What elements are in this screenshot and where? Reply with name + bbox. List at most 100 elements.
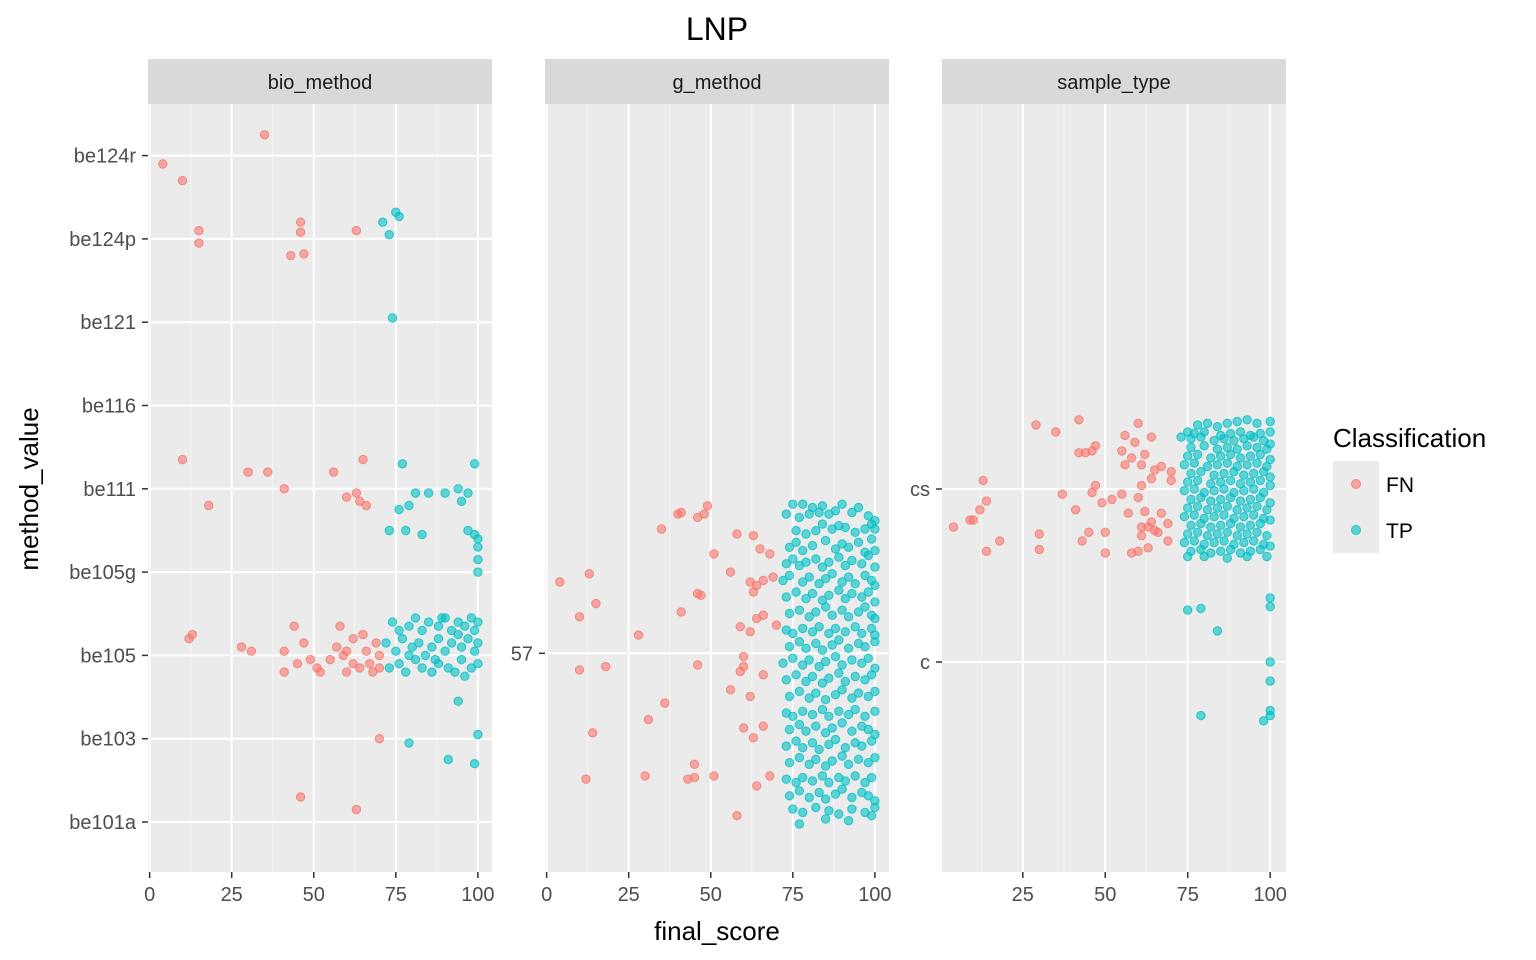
data-point [1216, 520, 1226, 530]
y-tick-label: be124r [74, 146, 137, 168]
data-point [1239, 470, 1249, 480]
data-point [866, 772, 877, 783]
data-point [263, 467, 273, 477]
data-point [1084, 527, 1094, 537]
data-point [1206, 453, 1216, 463]
x-tick-label: 100 [461, 884, 494, 906]
data-point [1249, 468, 1259, 479]
data-point [1057, 489, 1068, 499]
data-point [735, 666, 745, 677]
data-point [798, 499, 808, 509]
data-point [765, 771, 775, 781]
data-point [837, 718, 847, 728]
data-point [820, 656, 831, 667]
data-point [1192, 420, 1203, 430]
data-point [1140, 449, 1150, 460]
data-point [824, 806, 834, 816]
data-point [1123, 508, 1134, 518]
series-TP [378, 207, 483, 769]
data-point [1136, 460, 1147, 470]
data-point [1219, 434, 1229, 444]
data-point [1100, 548, 1111, 558]
data-point [702, 501, 713, 511]
data-point [843, 572, 854, 582]
data-point [870, 706, 880, 716]
data-point [1265, 676, 1275, 686]
data-point [1120, 430, 1130, 441]
data-point [1196, 518, 1206, 529]
data-point [840, 676, 850, 687]
data-point [870, 613, 880, 624]
data-point [1199, 551, 1209, 562]
data-point [798, 706, 808, 716]
data-point [1206, 496, 1216, 506]
data-point [817, 704, 828, 715]
data-point [397, 459, 408, 469]
data-point [466, 613, 476, 623]
facet-strip [942, 59, 1286, 104]
data-point [1156, 508, 1167, 518]
data-point [279, 484, 289, 494]
data-point [397, 634, 408, 644]
data-point [364, 659, 375, 669]
data-point [817, 562, 828, 572]
data-point [387, 617, 398, 627]
data-point [299, 638, 309, 648]
data-point [1209, 435, 1219, 446]
data-point [325, 654, 335, 665]
data-point [1212, 460, 1223, 470]
data-point [456, 642, 467, 652]
data-point [840, 743, 850, 753]
data-point [473, 729, 483, 740]
data-point [820, 574, 831, 584]
data-point [817, 678, 828, 688]
data-point [798, 623, 808, 634]
data-point [1242, 460, 1252, 470]
data-point [853, 502, 864, 513]
data-point [187, 629, 198, 640]
data-point [463, 634, 473, 644]
data-point [1262, 505, 1272, 515]
data-point [752, 580, 762, 591]
data-point [853, 537, 864, 547]
data-point [820, 535, 831, 546]
data-point [328, 467, 339, 477]
data-point [1262, 444, 1272, 454]
data-point [401, 525, 411, 536]
data-point [834, 809, 844, 819]
data-point [870, 597, 880, 607]
data-point [801, 726, 811, 736]
data-point [850, 622, 860, 632]
data-point [794, 605, 805, 615]
data-point [850, 527, 860, 537]
data-point [351, 804, 362, 815]
data-point [473, 659, 483, 669]
data-point [404, 738, 414, 748]
data-point [791, 587, 801, 597]
data-point [341, 667, 352, 677]
data-point [978, 475, 988, 486]
data-point [1130, 437, 1140, 447]
data-point [355, 496, 365, 506]
data-point [1097, 498, 1107, 508]
y-tick-label: 57 [511, 643, 533, 665]
data-point [843, 612, 854, 622]
facet-strip [545, 59, 889, 104]
data-point [784, 570, 795, 581]
data-point [1219, 468, 1229, 479]
data-point [1222, 527, 1233, 537]
data-point [853, 607, 864, 617]
data-point [837, 751, 847, 761]
data-point [863, 511, 873, 521]
data-point [440, 646, 450, 656]
data-point [794, 686, 805, 697]
data-point [1265, 480, 1275, 491]
data-point [1216, 494, 1226, 505]
data-point [820, 695, 831, 705]
data-point [584, 569, 594, 579]
data-point [794, 719, 805, 730]
x-tick-label: 0 [541, 884, 552, 906]
data-point [870, 753, 880, 763]
data-point [1242, 551, 1252, 562]
data-point [866, 534, 877, 544]
